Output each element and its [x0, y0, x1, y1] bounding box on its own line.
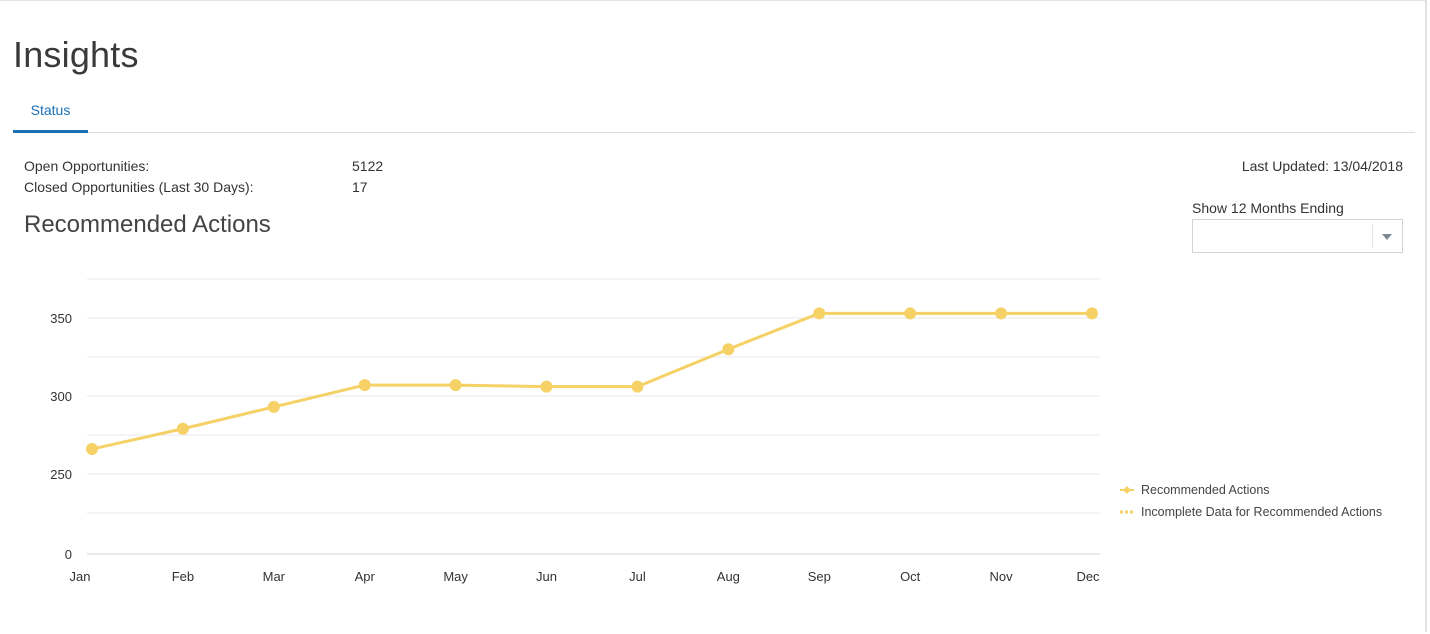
data-point — [267, 400, 280, 413]
data-point — [813, 307, 826, 320]
x-tick-label: Jun — [536, 569, 557, 584]
x-axis: Jan Feb Mar Apr May Jun Jul Aug Sep Oct Nov Dec — [70, 569, 1101, 584]
x-tick-label: Oct — [900, 569, 921, 584]
filter-label: Show 12 Months Ending — [1192, 200, 1344, 216]
page-title: Insights — [13, 34, 139, 75]
y-tick-label: 350 — [50, 311, 72, 326]
data-point — [995, 307, 1008, 320]
section-title: Recommended Actions — [24, 211, 271, 238]
data-point — [1086, 307, 1098, 320]
series-line — [91, 311, 1092, 451]
legend-label: Recommended Actions — [1141, 483, 1270, 497]
legend-label: Incomplete Data for Recommended Actions — [1141, 505, 1383, 519]
tab-bar: Status — [13, 92, 1415, 133]
chevron-down-icon[interactable] — [1382, 234, 1392, 240]
last-updated-text: Last Updated: 13/04/2018 — [1241, 158, 1403, 174]
legend-item-recommended-actions[interactable]: Recommended Actions — [1120, 482, 1382, 504]
x-tick-label: Feb — [172, 569, 194, 584]
x-tick-label: Apr — [355, 569, 376, 584]
x-tick-label: Aug — [717, 569, 740, 584]
data-point — [176, 422, 189, 435]
select-divider — [1372, 224, 1373, 248]
y-axis: 350 300 250 0 — [50, 311, 72, 562]
legend-dashed-line-icon — [1120, 510, 1134, 514]
legend-item-incomplete-data[interactable]: Incomplete Data for Recommended Actions — [1120, 504, 1382, 526]
data-point — [904, 307, 917, 320]
x-tick-label: Jan — [70, 569, 91, 584]
x-tick-label: May — [443, 569, 468, 584]
data-point — [631, 380, 644, 393]
data-point — [86, 443, 98, 456]
y-tick-label: 0 — [65, 547, 72, 562]
y-tick-label: 300 — [50, 389, 72, 404]
closed-opportunities-value: 17 — [352, 179, 368, 195]
data-point — [722, 343, 735, 356]
recommended-actions-chart: 350 300 250 0 Jan Feb Mar Apr May Jun Jul Aug Sep Oc… — [50, 278, 1101, 584]
chart-legend: Recommended Actions Incomplete Data for … — [1120, 482, 1382, 526]
x-tick-label: Sep — [808, 569, 831, 584]
tab-status[interactable]: Status — [13, 92, 88, 133]
chart-grid — [87, 278, 1100, 555]
x-tick-label: Mar — [263, 569, 286, 584]
chart-series — [86, 307, 1098, 456]
y-tick-label: 250 — [50, 467, 72, 482]
data-point — [449, 379, 462, 392]
data-point — [358, 379, 371, 392]
legend-diamond-line-icon — [1120, 486, 1134, 494]
x-tick-label: Dec — [1076, 569, 1100, 584]
open-opportunities-label: Open Opportunities: — [24, 158, 150, 174]
open-opportunities-value: 5122 — [352, 158, 384, 174]
x-tick-label: Nov — [990, 569, 1014, 584]
closed-opportunities-label: Closed Opportunities (Last 30 Days): — [24, 179, 254, 195]
months-ending-select[interactable] — [1192, 219, 1403, 253]
data-point — [540, 380, 553, 393]
x-tick-label: Jul — [629, 569, 646, 584]
